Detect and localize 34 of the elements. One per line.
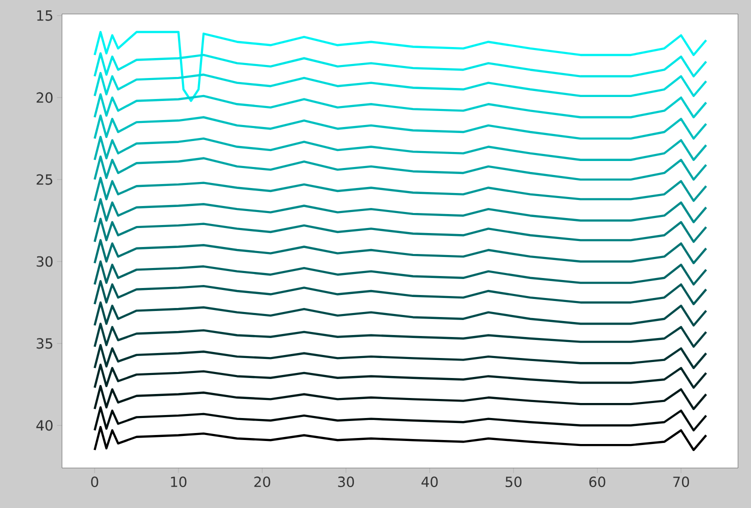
x-tick-label: 70 [673,476,690,488]
line-series [94,198,708,224]
line-series [94,176,708,202]
x-tick-label: 40 [422,476,438,488]
line-series [94,136,708,161]
line-series [94,239,708,264]
line-series [94,322,708,348]
line-series [94,218,708,243]
line-series [94,426,708,452]
y-tick-label: 35 [36,338,52,349]
y-tick-label: 15 [37,10,52,21]
x-tick-label: 30 [338,476,354,488]
line-series [94,93,708,118]
x-tick-label: 50 [506,476,522,488]
line-series [94,260,708,286]
x-tick-label: 60 [589,476,606,488]
line-series [94,384,708,410]
line-series [94,52,708,78]
line-series [94,155,708,181]
y-tick-label: 20 [36,92,53,103]
line-series [94,344,708,370]
line-series [94,406,708,432]
line-series [94,30,708,102]
line-series [94,364,708,389]
line-series [94,280,708,306]
line-series [94,301,708,327]
line-series [94,72,708,98]
x-tick-label: 0 [91,476,98,488]
x-tick-label: 20 [254,476,270,488]
y-tick-label: 30 [36,256,53,267]
y-tick-label: 25 [36,174,52,185]
y-tick-label: 40 [36,420,53,431]
x-tick-label: 10 [171,476,186,488]
line-series [94,114,708,140]
